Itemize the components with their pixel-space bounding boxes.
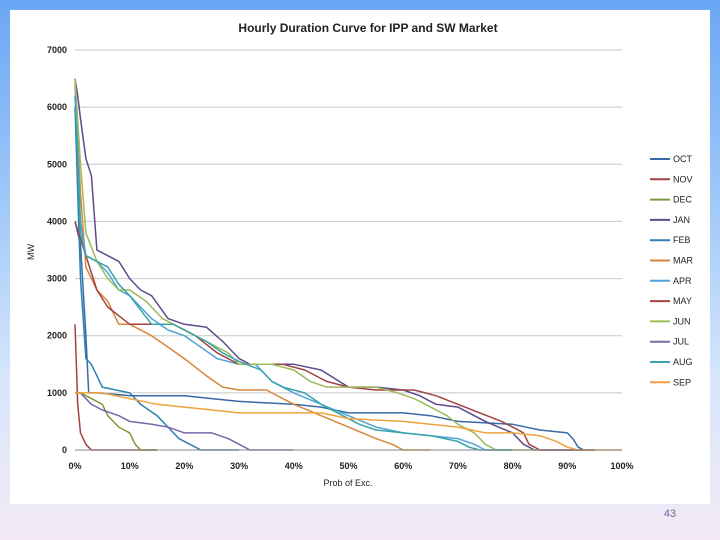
x-tick-label: 40% <box>285 461 303 471</box>
series-line-mar <box>74 84 431 451</box>
x-tick-label: 80% <box>504 461 522 471</box>
x-tick-label: 60% <box>394 461 412 471</box>
chart-title: Hourly Duration Curve for IPP and SW Mar… <box>238 21 497 35</box>
y-tick-label: 5000 <box>47 159 67 169</box>
legend-item-feb: FEB <box>650 235 691 245</box>
legend-item-jun: JUN <box>650 316 691 326</box>
x-tick-label: 0% <box>68 461 81 471</box>
legend-label: AUG <box>673 357 693 367</box>
legend-label: JUL <box>673 337 689 347</box>
x-tick-label: 90% <box>558 461 576 471</box>
legend-label: JAN <box>673 215 690 225</box>
series-line-jan <box>74 78 595 451</box>
legend-label: FEB <box>673 235 691 245</box>
series-line-dec <box>75 392 158 451</box>
legend-label: NOV <box>673 174 693 184</box>
y-axis-ticks: 0 1000 2000 3000 4000 5000 6000 7000 <box>47 45 67 455</box>
legend-item-aug: AUG <box>650 357 693 367</box>
x-tick-label: 20% <box>175 461 193 471</box>
x-tick-label: 100% <box>610 461 633 471</box>
series-line-apr <box>74 78 513 451</box>
series-line-aug <box>74 95 513 451</box>
legend-item-apr: APR <box>650 276 692 286</box>
slide-number: 43 <box>663 508 677 520</box>
legend-item-may: MAY <box>650 296 692 306</box>
legend-item-mar: MAR <box>650 256 694 266</box>
gridlines <box>75 49 622 394</box>
x-tick-label: 30% <box>230 461 248 471</box>
series-line-jul <box>75 392 294 451</box>
legend-label: MAY <box>673 296 692 306</box>
y-tick-label: 7000 <box>47 45 67 55</box>
duration-curve-chart: Hourly Duration Curve for IPP and SW Mar… <box>26 21 694 488</box>
legend-label: MAR <box>673 256 694 266</box>
legend-label: JUN <box>673 316 691 326</box>
y-tick-label: 3000 <box>47 274 67 284</box>
x-axis-label: Prob of Exc. <box>323 478 372 488</box>
legend-label: OCT <box>673 154 693 164</box>
y-tick-label: 4000 <box>47 216 67 226</box>
legend-item-oct: OCT <box>650 154 693 164</box>
legend-item-nov: NOV <box>650 174 693 184</box>
chart-panel: Hourly Duration Curve for IPP and SW Mar… <box>10 10 710 504</box>
legend: OCT NOV DEC JAN FEB MAR APR MAY JUN JUL AUG SEP <box>650 154 694 387</box>
series-line-jun <box>74 78 540 451</box>
x-tick-label: 10% <box>121 461 139 471</box>
y-tick-label: 0 <box>62 445 67 455</box>
x-tick-label: 50% <box>339 461 357 471</box>
series-line-sep <box>75 392 622 451</box>
legend-label: DEC <box>673 195 693 205</box>
x-tick-label: 70% <box>449 461 467 471</box>
series-line-feb <box>74 107 240 451</box>
y-axis-label: MW <box>26 244 36 260</box>
legend-item-jul: JUL <box>650 337 689 347</box>
y-tick-label: 1000 <box>47 388 67 398</box>
y-tick-label: 6000 <box>47 102 67 112</box>
legend-item-jan: JAN <box>650 215 690 225</box>
series-line-nov <box>74 324 158 451</box>
legend-label: SEP <box>673 377 691 387</box>
legend-label: APR <box>673 276 692 286</box>
series-lines <box>74 78 622 451</box>
legend-item-dec: DEC <box>650 195 693 205</box>
series-line-may <box>74 221 595 451</box>
legend-item-sep: SEP <box>650 377 691 387</box>
y-tick-label: 2000 <box>47 331 67 341</box>
x-axis-ticks: 0% 10% 20% 30% 40% 50% 60% 70% 80% 90% 100% <box>68 461 633 471</box>
